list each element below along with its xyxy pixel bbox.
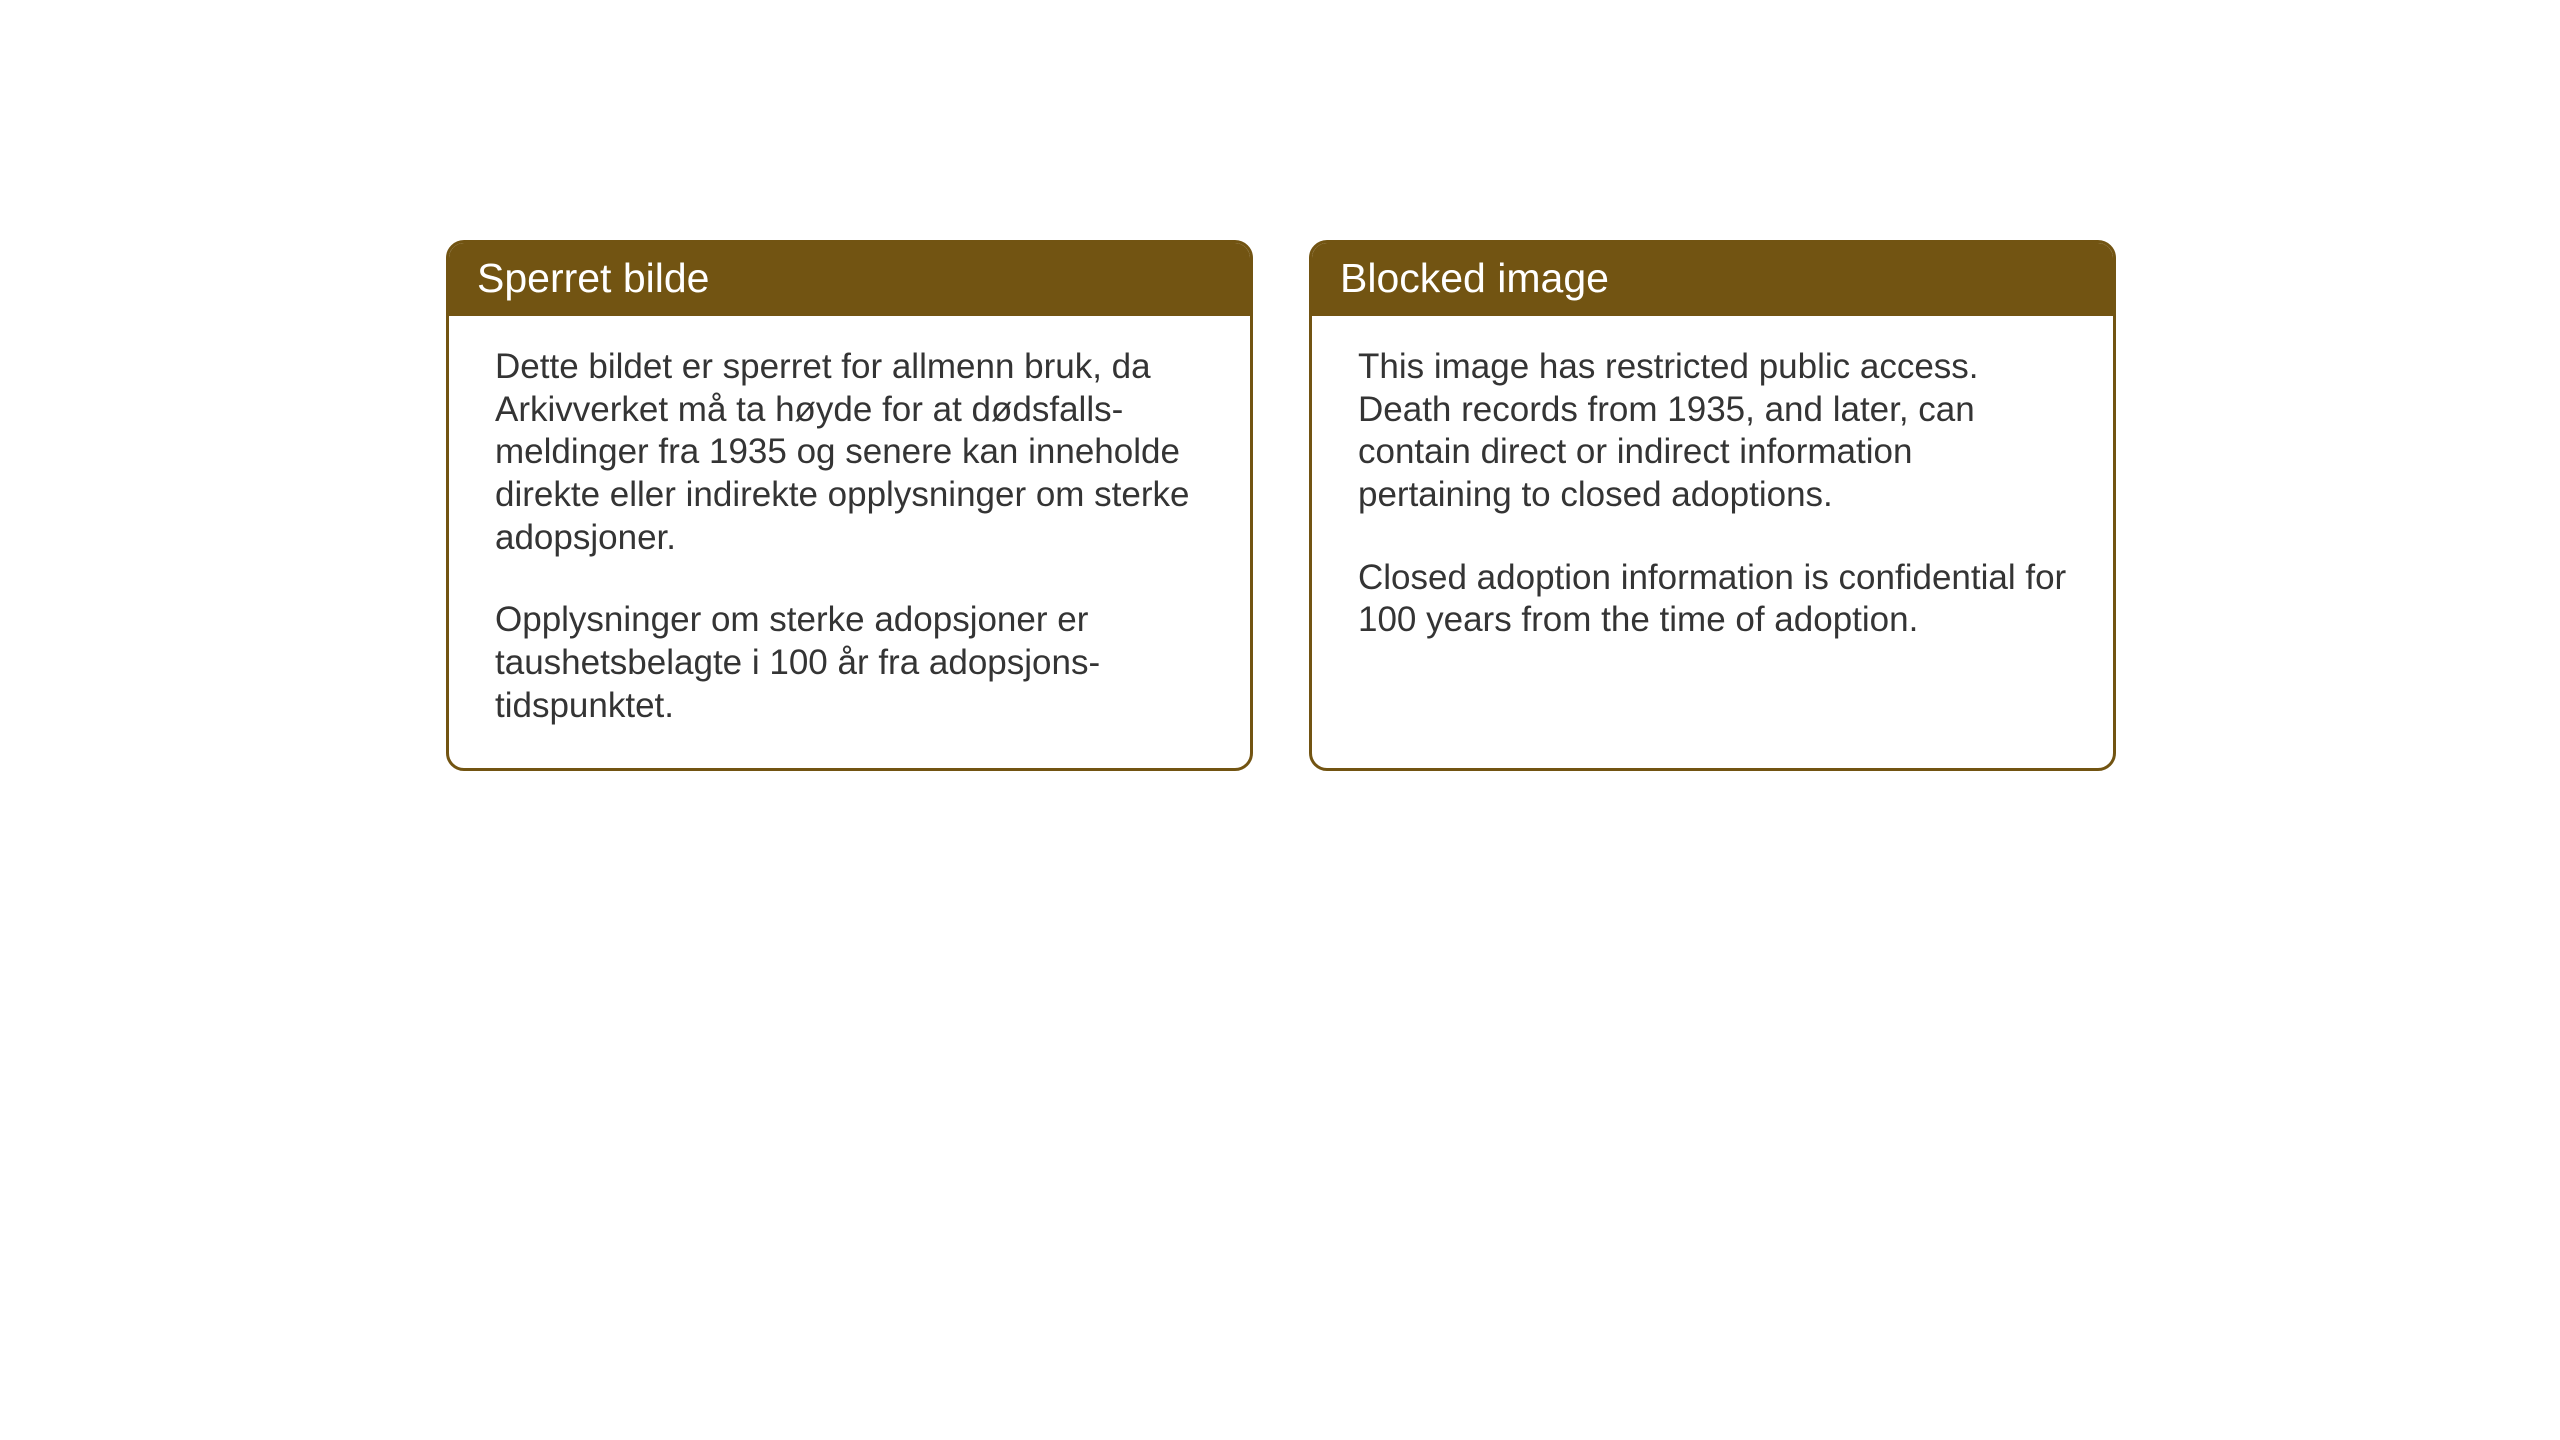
notice-card-english: Blocked image This image has restricted … xyxy=(1309,240,2116,771)
card-paragraph1-english: This image has restricted public access.… xyxy=(1358,346,2067,517)
card-title-norwegian: Sperret bilde xyxy=(477,255,709,301)
card-header-norwegian: Sperret bilde xyxy=(449,243,1250,316)
card-paragraph2-norwegian: Opplysninger om sterke adopsjoner er tau… xyxy=(495,599,1204,727)
card-paragraph1-norwegian: Dette bildet er sperret for allmenn bruk… xyxy=(495,346,1204,559)
card-body-norwegian: Dette bildet er sperret for allmenn bruk… xyxy=(449,316,1250,768)
notice-card-norwegian: Sperret bilde Dette bildet er sperret fo… xyxy=(446,240,1253,771)
card-paragraph2-english: Closed adoption information is confident… xyxy=(1358,557,2067,642)
card-header-english: Blocked image xyxy=(1312,243,2113,316)
card-title-english: Blocked image xyxy=(1340,255,1609,301)
card-body-english: This image has restricted public access.… xyxy=(1312,316,2113,756)
notice-container: Sperret bilde Dette bildet er sperret fo… xyxy=(446,240,2116,771)
